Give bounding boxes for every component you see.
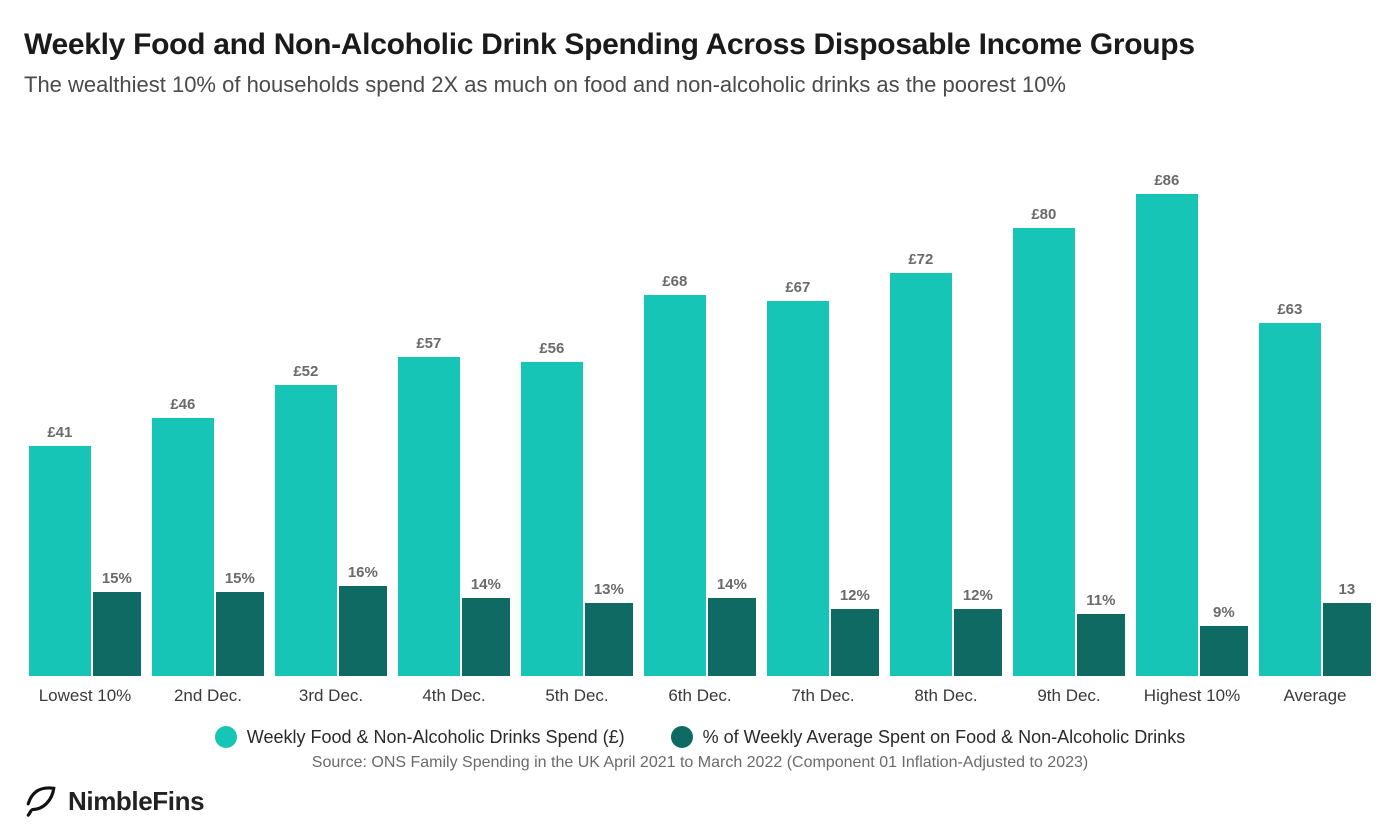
bar-value-label: 9% (1200, 604, 1248, 621)
brand-icon (24, 784, 58, 818)
bar-pct: 11% (1077, 614, 1125, 676)
bar-value-label: £46 (152, 396, 214, 413)
x-axis-label: 6th Dec. (644, 686, 756, 706)
bar-value-label: £68 (644, 273, 706, 290)
bar-group: £7212% (890, 116, 1002, 676)
legend-item: Weekly Food & Non-Alcoholic Drinks Spend… (215, 726, 625, 748)
legend: Weekly Food & Non-Alcoholic Drinks Spend… (24, 726, 1376, 748)
x-axis-label: 3rd Dec. (275, 686, 387, 706)
bar-spend: £63 (1259, 323, 1321, 676)
bar-value-label: £57 (398, 335, 460, 352)
bar-value-label: 11% (1077, 592, 1125, 609)
bar-value-label: 14% (462, 576, 510, 593)
bar-value-label: £86 (1136, 172, 1198, 189)
x-axis-label: 4th Dec. (398, 686, 510, 706)
bar-pct: 15% (216, 592, 264, 676)
bar-spend: £80 (1013, 228, 1075, 676)
plot-area: £4115%£4615%£5216%£5714%£5613%£6814%£671… (24, 116, 1376, 676)
x-axis-label: 2nd Dec. (152, 686, 264, 706)
legend-swatch (671, 726, 693, 748)
bar-value-label: £72 (890, 251, 952, 268)
bar-value-label: £56 (521, 340, 583, 357)
bar-value-label: 12% (954, 587, 1002, 604)
bar-group: £8011% (1013, 116, 1125, 676)
bar-value-label: 13% (585, 581, 633, 598)
x-axis-label: 5th Dec. (521, 686, 633, 706)
legend-item: % of Weekly Average Spent on Food & Non-… (671, 726, 1186, 748)
bar-spend: £57 (398, 357, 460, 676)
x-axis-label: Highest 10% (1136, 686, 1248, 706)
bar-value-label: £52 (275, 363, 337, 380)
bar-group: £869% (1136, 116, 1248, 676)
x-axis-label: 8th Dec. (890, 686, 1002, 706)
bar-value-label: £63 (1259, 301, 1321, 318)
bar-spend: £72 (890, 273, 952, 676)
x-axis-label: 7th Dec. (767, 686, 879, 706)
x-axis-label: 9th Dec. (1013, 686, 1125, 706)
brand-logo: NimbleFins (24, 784, 204, 818)
source-text: Source: ONS Family Spending in the UK Ap… (24, 754, 1376, 772)
bar-value-label: 16% (339, 564, 387, 581)
bar-pct: 14% (462, 598, 510, 676)
bar-group: £4115% (29, 116, 141, 676)
bar-value-label: £67 (767, 279, 829, 296)
bar-group: £5714% (398, 116, 510, 676)
brand-name: NimbleFins (68, 786, 204, 817)
bar-value-label: 15% (93, 570, 141, 587)
bar-pct: 9% (1200, 626, 1248, 676)
bar-chart: £4115%£4615%£5216%£5714%£5613%£6814%£671… (24, 116, 1376, 676)
bar-value-label: 13 (1323, 581, 1371, 598)
legend-label: % of Weekly Average Spent on Food & Non-… (703, 727, 1186, 748)
bar-pct: 15% (93, 592, 141, 676)
bar-group: £6313 (1259, 116, 1371, 676)
bar-spend: £67 (767, 301, 829, 676)
bar-pct: 14% (708, 598, 756, 676)
bar-group: £5216% (275, 116, 387, 676)
bar-value-label: 12% (831, 587, 879, 604)
chart-subtitle: The wealthiest 10% of households spend 2… (24, 72, 1376, 98)
x-axis-labels: Lowest 10% 2nd Dec. 3rd Dec. 4th Dec. 5th De… (24, 680, 1376, 720)
chart-title: Weekly Food and Non-Alcoholic Drink Spen… (24, 28, 1376, 62)
bar-value-label: 15% (216, 570, 264, 587)
bar-pct: 13 (1323, 603, 1371, 676)
bar-pct: 16% (339, 586, 387, 676)
bar-spend: £46 (152, 418, 214, 676)
bar-spend: £68 (644, 295, 706, 676)
bar-spend: £52 (275, 385, 337, 676)
bar-pct: 13% (585, 603, 633, 676)
bar-spend: £41 (29, 446, 91, 676)
bar-spend: £56 (521, 362, 583, 676)
bar-value-label: £80 (1013, 206, 1075, 223)
bar-group: £6712% (767, 116, 879, 676)
bar-pct: 12% (954, 609, 1002, 676)
x-axis-label: Average (1259, 686, 1371, 706)
bar-group: £5613% (521, 116, 633, 676)
bar-value-label: £41 (29, 424, 91, 441)
legend-swatch (215, 726, 237, 748)
legend-label: Weekly Food & Non-Alcoholic Drinks Spend… (247, 727, 625, 748)
bar-spend: £86 (1136, 194, 1198, 676)
bar-pct: 12% (831, 609, 879, 676)
bar-group: £6814% (644, 116, 756, 676)
bar-value-label: 14% (708, 576, 756, 593)
bar-group: £4615% (152, 116, 264, 676)
x-axis-label: Lowest 10% (29, 686, 141, 706)
